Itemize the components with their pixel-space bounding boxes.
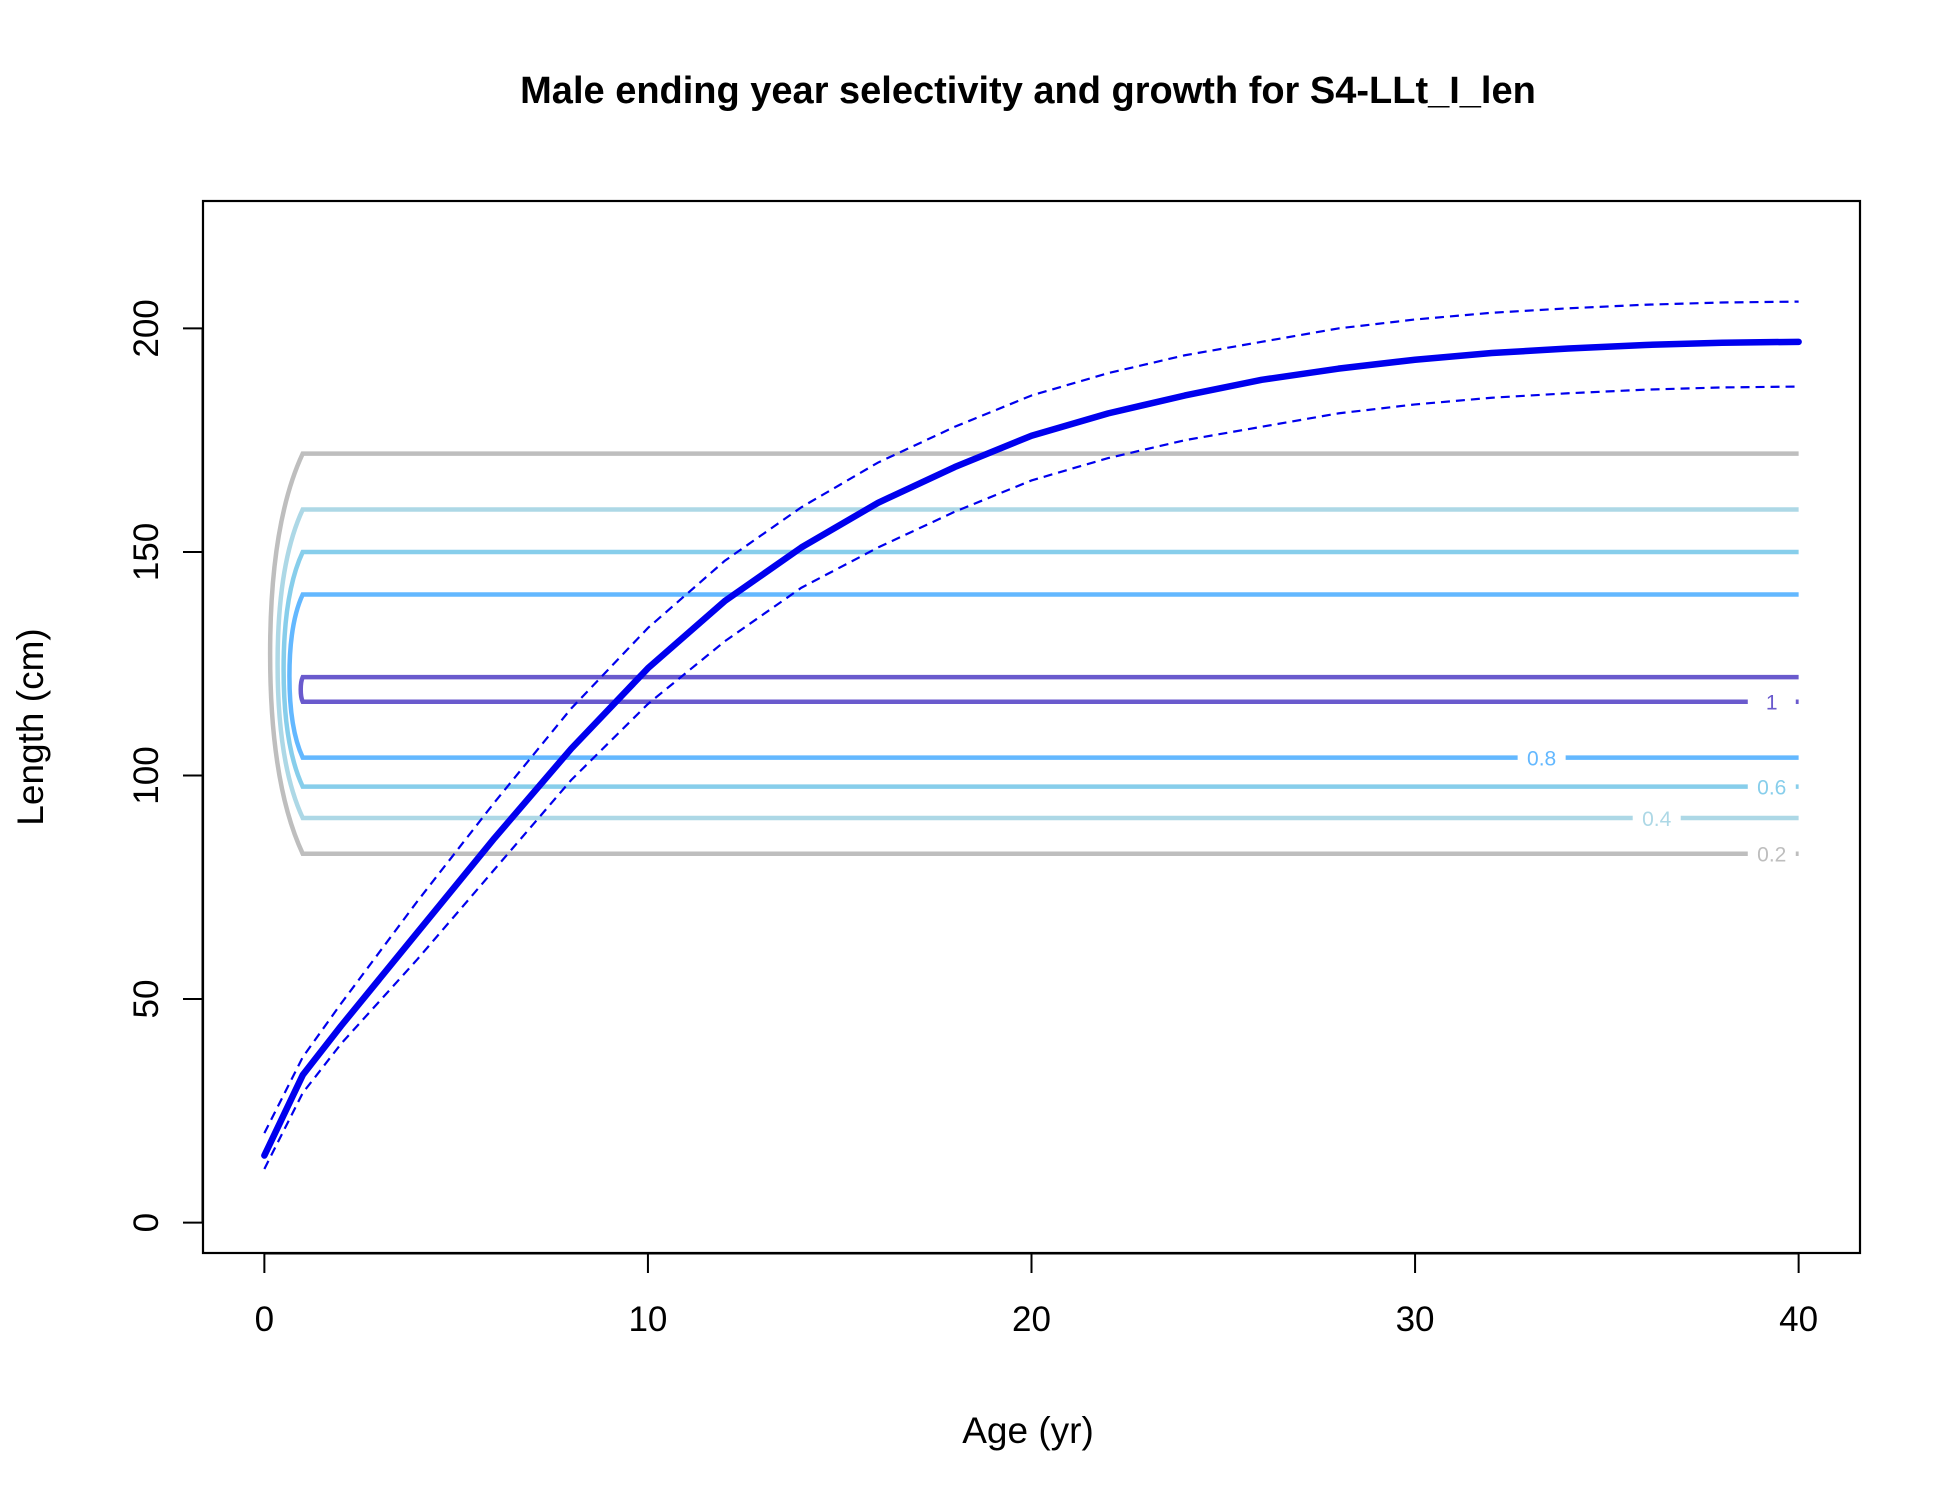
y-tick-label: 150 bbox=[127, 523, 166, 581]
x-tick-label: 40 bbox=[1779, 1300, 1818, 1339]
x-tick-label: 20 bbox=[1012, 1300, 1051, 1339]
y-tick-label: 200 bbox=[127, 299, 166, 357]
contour-label: 0.8 bbox=[1527, 748, 1556, 771]
growth-mean-line bbox=[261, 338, 1802, 1159]
y-tick-label: 0 bbox=[127, 1213, 166, 1232]
selectivity-contours: 0.2 0.4 0.6 0.8 1 bbox=[267, 451, 1799, 868]
x-axis: 0 10 20 30 40 bbox=[255, 1252, 1818, 1339]
contour-label-bg bbox=[1747, 839, 1796, 868]
contour-label-bg bbox=[1517, 743, 1566, 772]
contour-0.6 bbox=[281, 549, 1799, 789]
contour-label-bg bbox=[1747, 772, 1796, 801]
y-tick-label: 50 bbox=[127, 980, 166, 1019]
x-axis-label: Age (yr) bbox=[962, 1410, 1094, 1451]
contour-1 bbox=[298, 674, 1799, 704]
contour-0.2 bbox=[267, 451, 1799, 856]
contour-0.8 bbox=[287, 592, 1799, 760]
x-tick-label: 10 bbox=[628, 1300, 667, 1339]
chart-title: Male ending year selectivity and growth … bbox=[520, 70, 1536, 112]
contour-label: 1 bbox=[1766, 692, 1778, 715]
y-tick-label: 100 bbox=[127, 746, 166, 804]
x-tick-label: 30 bbox=[1396, 1300, 1435, 1339]
contour-label-bg bbox=[1747, 687, 1796, 716]
contour-label-bg bbox=[1632, 803, 1681, 832]
plot-frame bbox=[201, 199, 1862, 1255]
growth-lower-bound bbox=[263, 385, 1799, 1170]
contour-label: 0.6 bbox=[1757, 777, 1786, 800]
contour-label: 0.4 bbox=[1642, 808, 1672, 831]
growth-curves bbox=[261, 300, 1802, 1170]
growth-upper-bound bbox=[263, 300, 1799, 1134]
y-axis: 0 50 100 150 200 bbox=[127, 299, 204, 1232]
contour-label: 0.2 bbox=[1757, 844, 1786, 867]
y-axis-label: Length (cm) bbox=[10, 628, 51, 825]
contour-0.4 bbox=[275, 507, 1799, 821]
x-tick-label: 0 bbox=[255, 1300, 274, 1339]
